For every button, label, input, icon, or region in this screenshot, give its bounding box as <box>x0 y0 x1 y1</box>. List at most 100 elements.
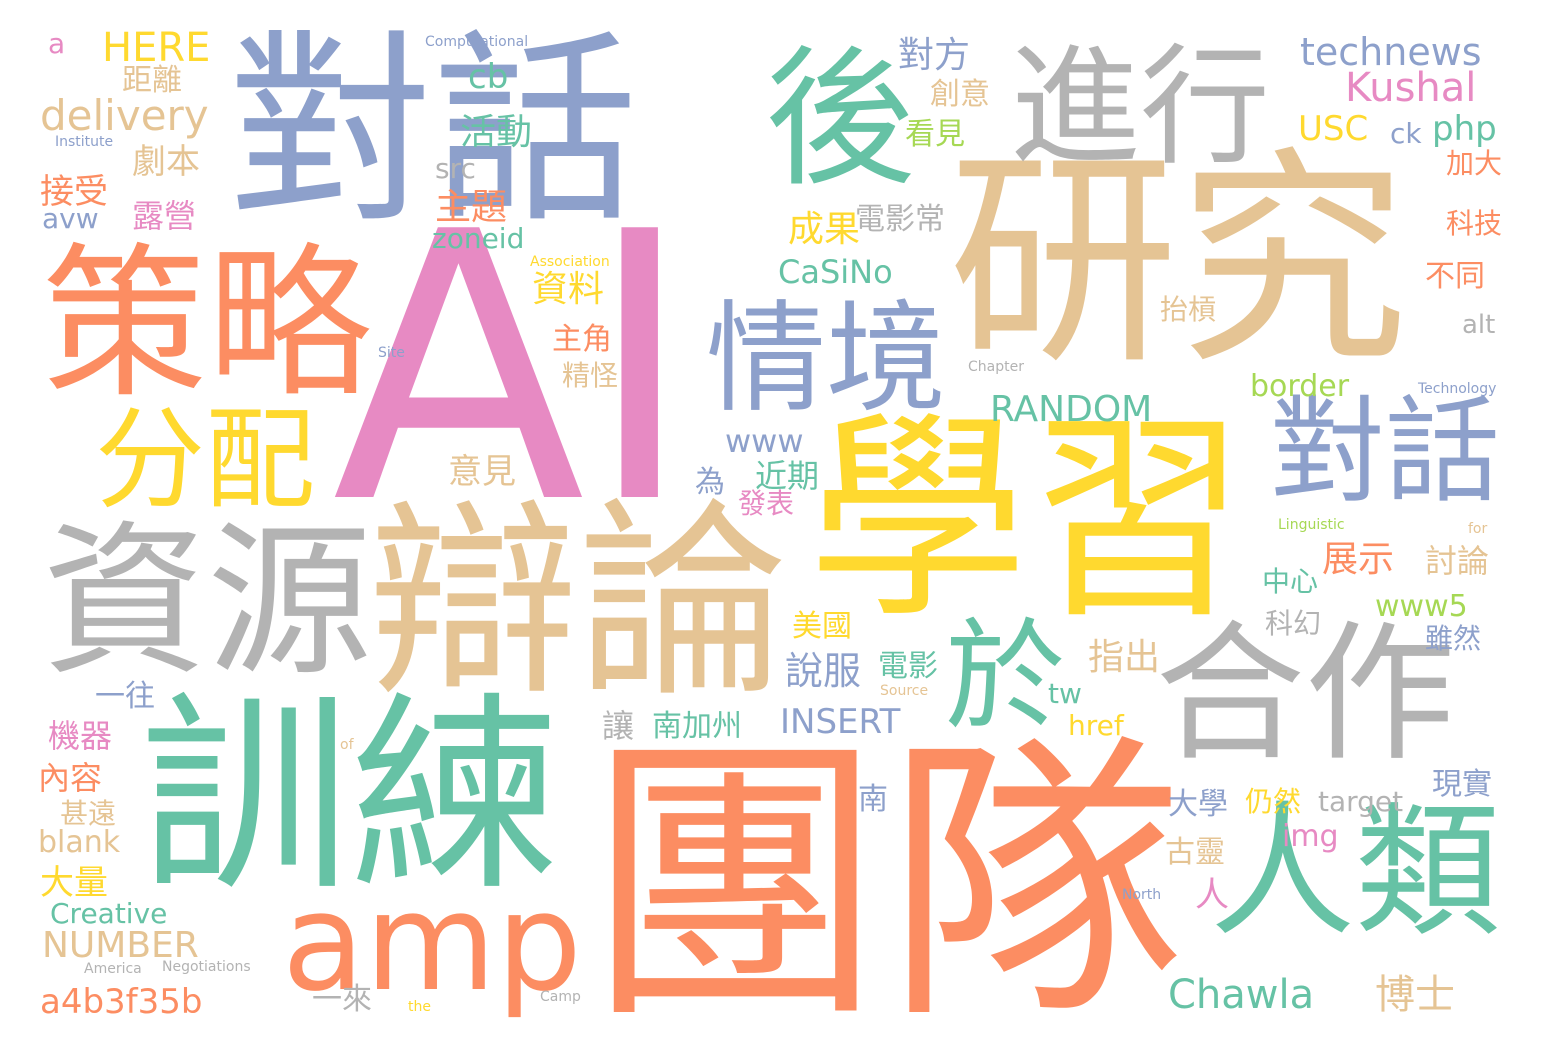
word-jieshou: 接受 <box>40 172 108 212</box>
word-random: RANDOM <box>990 389 1153 430</box>
word-keji: 科技 <box>1446 207 1503 240</box>
word-zhongxin: 中心 <box>1262 565 1319 598</box>
word-kanjian: 看見 <box>905 117 965 152</box>
word-xunlian: 訓練 <box>140 674 561 919</box>
word-of: of <box>340 737 354 753</box>
word-hou: 後 <box>765 33 916 207</box>
word-neirong: 內容 <box>38 759 103 797</box>
word-creative: Creative <box>50 897 168 930</box>
word-img: img <box>1282 819 1339 854</box>
word-jiqi: 機器 <box>48 717 113 755</box>
word-computational: Computational <box>425 34 529 50</box>
word-the: the <box>408 999 431 1015</box>
word-guling: 古靈 <box>1165 835 1225 870</box>
word-duihua-medium: 對話 <box>1270 385 1501 519</box>
word-duihua-large: 對話 <box>228 13 638 251</box>
word-www: www <box>725 422 804 460</box>
word-taigang: 抬槓 <box>1160 293 1217 326</box>
word-association: Association <box>530 254 610 270</box>
word-jinqi: 近期 <box>755 457 820 495</box>
word-negotiations: Negotiations <box>162 959 251 975</box>
word-nan: 南 <box>858 782 888 817</box>
word-www5: www5 <box>1375 589 1468 624</box>
word-delivery: delivery <box>40 91 209 140</box>
word-chawla: Chawla <box>1168 972 1315 1018</box>
word-source: Source <box>880 683 929 699</box>
word-here: HERE <box>102 25 211 71</box>
word-zhujue: 主角 <box>552 322 612 357</box>
word-chuangyi: 創意 <box>930 77 990 112</box>
word-a: a <box>48 27 66 60</box>
word-kehuan: 科幻 <box>1265 607 1322 640</box>
word-rang: 讓 <box>602 707 635 745</box>
word-boshi: 博士 <box>1375 972 1455 1018</box>
word-america: America <box>84 961 142 977</box>
word-technology: Technology <box>1418 381 1497 397</box>
word-jiada: 加大 <box>1446 147 1503 180</box>
word-north: North <box>1122 887 1162 903</box>
word-for: for <box>1468 521 1488 537</box>
word-jinxing: 進行 <box>1010 31 1271 183</box>
word-chapter: Chapter <box>968 359 1024 375</box>
word-insert: INSERT <box>780 702 901 742</box>
word-href: href <box>1068 709 1124 742</box>
word-duifang: 對方 <box>898 35 971 76</box>
word-renlei: 人類 <box>1210 788 1500 957</box>
word-ziyuan: 資源 <box>42 506 372 698</box>
word-ziliao: 資料 <box>532 269 605 310</box>
word-yilai: 一來 <box>312 982 372 1017</box>
word-site: Site <box>378 345 405 361</box>
word-usc: USC <box>1298 109 1369 149</box>
word-yijian: 意見 <box>448 452 516 492</box>
word-juben: 劇本 <box>132 142 200 182</box>
word-yu: 於 <box>945 608 1065 747</box>
word-xianshi: 現實 <box>1432 767 1492 802</box>
word-institute: Institute <box>55 134 114 150</box>
word-php: php <box>1432 109 1497 149</box>
word-jingguai: 精怪 <box>562 359 619 392</box>
word-amp: amp <box>282 864 582 1021</box>
word-tw: tw <box>1048 677 1082 710</box>
word-blank: blank <box>38 825 121 860</box>
word-fabiao: 發表 <box>738 487 795 520</box>
word-huodong: 活動 <box>460 112 533 153</box>
word-casino: CaSiNo <box>778 253 893 291</box>
word-meiguo: 美國 <box>792 609 852 644</box>
word-yanjiu: 研究 <box>948 129 1409 396</box>
word-dianying: 電影 <box>878 649 938 684</box>
word-camp: Camp <box>540 989 581 1005</box>
word-rengran: 仍然 <box>1245 785 1302 818</box>
word-alt: alt <box>1462 310 1496 340</box>
word-ren: 人 <box>1195 875 1229 915</box>
word-target: target <box>1318 785 1404 818</box>
word-border: border <box>1250 369 1350 404</box>
word-kushal: Kushal <box>1345 65 1477 111</box>
word-daliang: 大量 <box>40 863 108 903</box>
word-daxue: 大學 <box>1168 787 1228 822</box>
word-wei: 為 <box>695 465 725 500</box>
word-cb: cb <box>468 57 509 97</box>
word-linguistic: Linguistic <box>1278 517 1345 533</box>
word-a4b3f35b: a4b3f35b <box>40 982 203 1022</box>
word-chengguo: 成果 <box>788 209 861 250</box>
word-technews: technews <box>1300 30 1482 74</box>
word-taolun: 討論 <box>1425 542 1490 580</box>
word-xuexi: 學習 <box>808 392 1249 648</box>
word-qingjing: 情境 <box>706 290 946 429</box>
word-tuandui: 團隊 <box>585 710 1185 1052</box>
word-bianlun: 辯論 <box>368 480 789 725</box>
word-dianyingchang: 電影常 <box>855 202 945 237</box>
word-hezuo: 合作 <box>1155 608 1456 782</box>
word-fenpei: 分配 <box>95 396 315 524</box>
word-luying: 露營 <box>132 197 197 235</box>
word-number: NUMBER <box>42 925 199 966</box>
word-zhichu: 指出 <box>1088 637 1161 678</box>
word-juli: 距離 <box>122 63 182 98</box>
word-nanjiazhou: 南加州 <box>652 709 742 744</box>
word-butong: 不同 <box>1425 259 1485 294</box>
word-zhuti: 主題 <box>435 187 508 228</box>
word-yiwang: 一往 <box>95 679 155 714</box>
word-celue: 策略 <box>42 228 372 420</box>
word-src: src <box>435 152 476 185</box>
